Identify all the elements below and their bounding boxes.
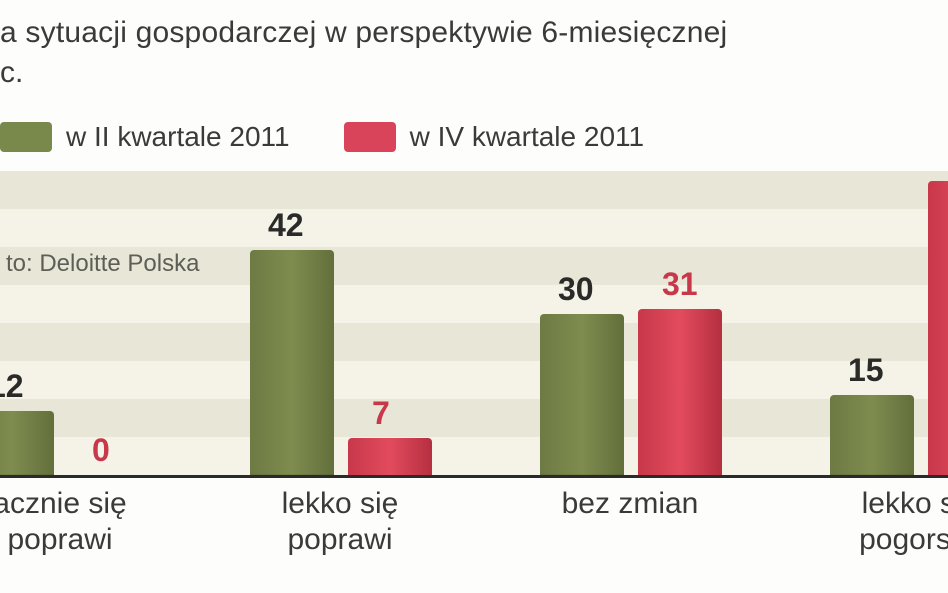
bar-value-q4: 7: [372, 395, 390, 432]
plot-area: 12042730311555: [0, 165, 948, 478]
bar-value-q2: 42: [268, 207, 304, 244]
category-label: lekko siępoprawi: [210, 486, 470, 558]
legend-swatch-q2: [0, 122, 52, 152]
chart-canvas: { "title_line1": "a sytuacji gospodarcze…: [0, 0, 948, 593]
bar-value-q2: 15: [848, 352, 884, 389]
chart-title-line2: c.: [0, 56, 23, 90]
bar-q4: [348, 438, 432, 475]
bar-q4: [928, 181, 948, 476]
bar-value-q4: 31: [662, 266, 698, 303]
bar-q4: [638, 309, 722, 475]
category-label: lekko siępogorszy: [790, 486, 948, 558]
bar-q2: [250, 250, 334, 475]
legend-label-q4: w IV kwartale 2011: [410, 121, 645, 153]
legend-swatch-q4: [344, 122, 396, 152]
legend-item-q2: w II kwartale 2011: [0, 121, 290, 153]
legend-label-q2: w II kwartale 2011: [66, 121, 290, 153]
bar-q2: [830, 395, 914, 475]
category-label: acznie siępoprawi: [0, 486, 190, 558]
bar-q2: [540, 314, 624, 475]
legend-item-q4: w IV kwartale 2011: [344, 121, 645, 153]
bar-value-q2: 12: [0, 368, 24, 405]
bar-value-q4: 0: [92, 432, 110, 469]
bar-value-q2: 30: [558, 271, 594, 308]
legend: w II kwartale 2011 w IV kwartale 2011: [0, 118, 698, 156]
bars: 12042730311555: [0, 165, 948, 475]
source-label: to: Deloitte Polska: [6, 250, 199, 278]
bar-q2: [0, 411, 54, 475]
chart-title-line1: a sytuacji gospodarczej w perspektywie 6…: [0, 16, 727, 50]
category-label: bez zmian: [500, 486, 760, 522]
